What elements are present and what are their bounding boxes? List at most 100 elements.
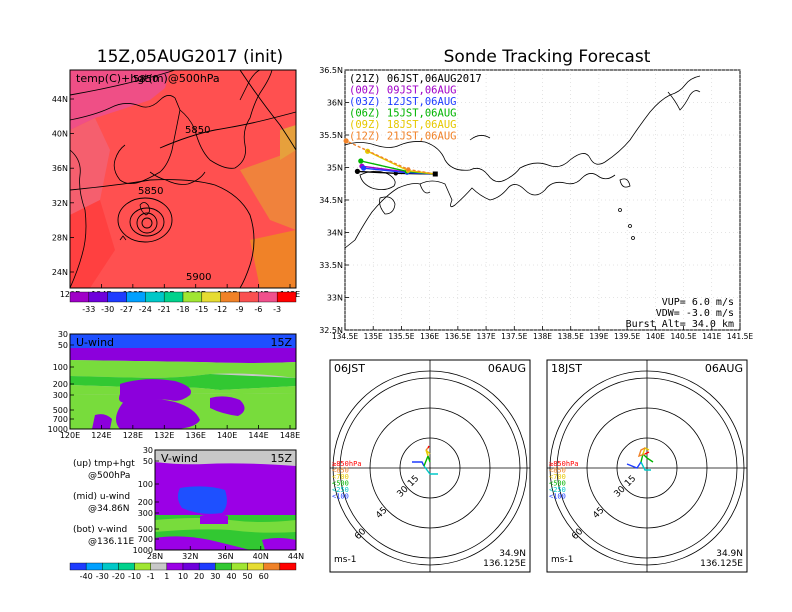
polar-time: 18JST xyxy=(551,362,582,375)
colorbar-swatch xyxy=(150,562,168,571)
contour-label: 5850 xyxy=(185,125,210,136)
colorbar-label: -15 xyxy=(195,305,208,314)
lon-tick-label: 140E xyxy=(646,332,665,341)
pressure-tick-label: 500 xyxy=(138,525,153,534)
top-map-label: temp(C)+hgt(m)@500hPa xyxy=(76,72,220,85)
colorbar-label: 40 xyxy=(226,572,236,581)
launch-site-marker xyxy=(432,171,438,177)
level-legend: <700 xyxy=(549,473,566,481)
polar-date: 06AUG xyxy=(488,362,526,375)
contour-label: 5850 xyxy=(133,74,158,85)
colorbar-label: -12 xyxy=(214,305,227,314)
lon-tick-label: 120E xyxy=(60,431,80,440)
v-wind-time: 15Z xyxy=(270,452,292,465)
legend-entry: (09Z) 18JST,06AUG xyxy=(349,119,456,131)
lat-tick-label: 36N xyxy=(327,99,343,108)
track-point xyxy=(361,165,367,171)
track-point xyxy=(354,168,361,174)
colorbar-swatch xyxy=(239,291,259,303)
vdw-label: VDW= -3.0 m/s xyxy=(656,308,734,319)
pressure-tick-label: 700 xyxy=(53,415,68,424)
pressure-tick-label: 30 xyxy=(143,446,153,455)
pressure-tick-label: 1000 xyxy=(133,546,153,555)
hodograph-segment xyxy=(425,447,429,451)
level-legend: ≥850hPa xyxy=(549,460,579,468)
level-legend: <500 xyxy=(332,480,349,488)
u-wind-time: 15Z xyxy=(270,336,292,349)
note-up-1: (up) tmp+hgt xyxy=(73,459,135,469)
lat-tick-label: 36.5N xyxy=(319,66,343,75)
lon-tick-label: 132E xyxy=(154,431,174,440)
legend-entry: (06Z) 15JST,06AUG xyxy=(349,108,456,120)
pressure-tick-label: 200 xyxy=(53,380,68,389)
colorbar-swatch xyxy=(69,562,87,571)
colorbar-swatch xyxy=(263,562,281,571)
legend-entry: (00Z) 09JST,06AUG xyxy=(349,85,456,97)
colorbar-swatch xyxy=(118,562,135,571)
pressure-tick-label: 50 xyxy=(143,457,153,466)
lat-tick-label: 35N xyxy=(327,164,343,173)
pressure-tick-label: 1000 xyxy=(48,425,68,434)
colorbar-swatch xyxy=(145,291,165,303)
polar-lat: 34.9N xyxy=(499,549,526,559)
hodograph-segment xyxy=(640,461,651,471)
top-colorbar: -33 -30 -27 -24 -21 -18 -15 -12 -9 -6 -3 xyxy=(69,291,297,314)
lon-tick-label: 141.5E xyxy=(727,332,753,341)
colorbar-swatch xyxy=(198,562,216,571)
colorbar-label: 30 xyxy=(210,572,220,581)
pressure-tick-label: 30 xyxy=(58,330,68,339)
colorbar-label: -27 xyxy=(120,305,133,314)
colorbar-swatch xyxy=(247,562,264,571)
colorbar-label: -30 xyxy=(101,305,114,314)
colorbar-swatch xyxy=(215,562,232,571)
left-title: 15Z,05AUG2017 (init) xyxy=(97,47,283,67)
colorbar-swatch xyxy=(201,291,221,303)
colorbar-swatch xyxy=(182,562,200,571)
pressure-tick-label: 200 xyxy=(138,498,153,507)
polar-time: 06JST xyxy=(334,362,365,375)
u-wind-label: U-wind xyxy=(76,336,114,349)
colorbar-swatch xyxy=(102,562,119,571)
colorbar-swatch xyxy=(69,291,90,303)
lon-tick-label: 136.5E xyxy=(445,332,471,341)
colorbar-label: -30 xyxy=(96,572,109,581)
pressure-tick-label: 500 xyxy=(53,406,68,415)
note-mid-1: (mid) u-wind xyxy=(73,492,130,502)
colorbar-label: -40 xyxy=(80,572,93,581)
colorbar-swatch xyxy=(88,291,108,303)
level-legend: <500 xyxy=(549,480,566,488)
lon-tick-label: 135.5E xyxy=(388,332,414,341)
lon-tick-label: 136E xyxy=(186,431,206,440)
lat-tick-label: 24N xyxy=(52,268,68,277)
level-legend: ≥850hPa xyxy=(332,460,362,468)
colorbar-label: -20 xyxy=(112,572,125,581)
colorbar-label: -21 xyxy=(158,305,171,314)
coastline xyxy=(344,75,701,249)
lon-tick-label: 148E xyxy=(280,431,300,440)
lon-tick-label: 139E xyxy=(589,332,608,341)
colorbar-label: -10 xyxy=(128,572,141,581)
colorbar-label: -3 xyxy=(273,305,281,314)
lat-tick-label: 35.5N xyxy=(319,131,343,140)
burst-alt-label: Burst Alt= 34.0 km xyxy=(626,319,734,330)
pressure-tick-label: 100 xyxy=(138,480,153,489)
v-wind-label: V-wind xyxy=(161,452,198,465)
note-bot-1: (bot) v-wind xyxy=(73,525,127,535)
track-point xyxy=(343,138,349,144)
panel-notes: (up) tmp+hgt @500hPa (mid) u-wind @34.86… xyxy=(73,459,135,547)
lon-tick-label: 134.5E xyxy=(332,332,358,341)
colorbar-swatch xyxy=(182,291,203,303)
lon-tick-label: 135E xyxy=(364,332,383,341)
colorbar-label: -1 xyxy=(147,572,155,581)
vup-label: VUP= 6.0 m/s xyxy=(662,297,734,308)
pressure-tick-label: 700 xyxy=(138,535,153,544)
colorbar-swatch xyxy=(163,291,184,303)
track-point xyxy=(358,158,364,164)
lat-tick-label: 40N xyxy=(253,552,269,561)
lat-tick-label: 36N xyxy=(217,552,233,561)
lat-tick-label: 32.5N xyxy=(319,326,343,335)
lat-tick-label: 33.5N xyxy=(319,261,343,270)
